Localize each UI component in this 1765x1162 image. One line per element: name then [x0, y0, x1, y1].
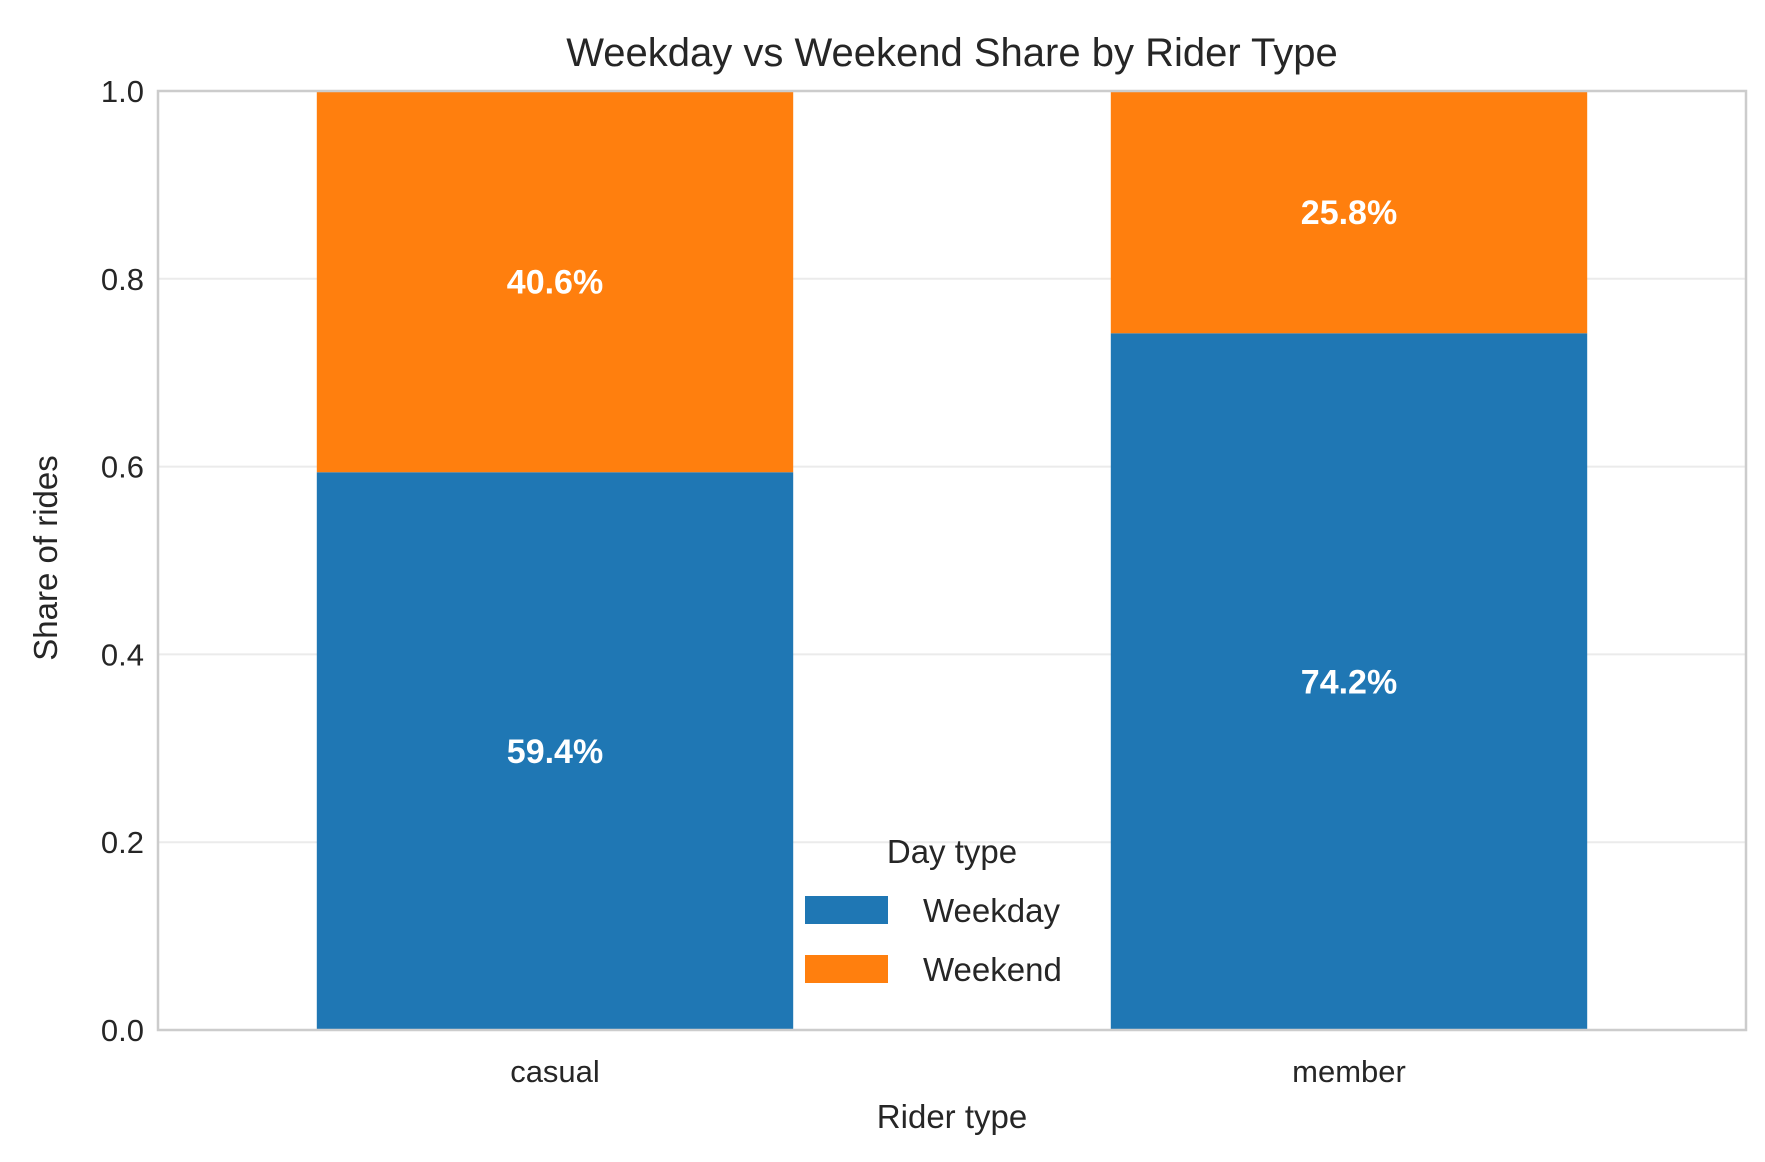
- y-tick-label: 0.6: [101, 450, 144, 485]
- y-axis-label: Share of rides: [27, 455, 64, 660]
- bars-group: [316, 91, 1588, 1031]
- legend-title: Day type: [887, 833, 1017, 870]
- chart-title: Weekday vs Weekend Share by Rider Type: [566, 31, 1338, 75]
- y-tick-label: 0.8: [101, 262, 144, 297]
- bar-value-label: 25.8%: [1301, 194, 1397, 232]
- x-tick-label: member: [1292, 1054, 1406, 1089]
- bar-labels-group: 59.4% 40.6% 74.2% 25.8%: [507, 194, 1397, 771]
- legend-items: Weekday Weekend: [805, 892, 1062, 988]
- x-axis-label: Rider type: [877, 1098, 1027, 1135]
- plot-frame: [156, 89, 1748, 1032]
- x-tick-label: casual: [510, 1054, 600, 1089]
- bar-value-label: 40.6%: [507, 264, 603, 302]
- legend-label: Weekend: [923, 951, 1062, 988]
- bar-weekday-member: [1110, 333, 1588, 1031]
- y-tick-label: 1.0: [101, 74, 144, 109]
- legend-label: Weekday: [923, 892, 1060, 929]
- y-tick-label: 0.0: [101, 1013, 144, 1048]
- x-tick-labels: casual member: [510, 1054, 1406, 1089]
- bar-value-label: 59.4%: [507, 733, 603, 771]
- bar-weekend-casual: [316, 91, 794, 473]
- bar-value-label: 74.2%: [1301, 664, 1397, 702]
- y-tick-label: 0.4: [101, 637, 144, 672]
- legend: Day type Weekday Weekend: [805, 833, 1062, 988]
- legend-swatch-weekday: [805, 896, 888, 924]
- y-tick-label: 0.2: [101, 825, 144, 860]
- legend-swatch-weekend: [805, 955, 888, 983]
- y-tick-labels: 0.0 0.2 0.4 0.6 0.8 1.0: [101, 74, 144, 1048]
- bar-weekday-casual: [316, 472, 794, 1030]
- bar-weekend-member: [1110, 91, 1588, 334]
